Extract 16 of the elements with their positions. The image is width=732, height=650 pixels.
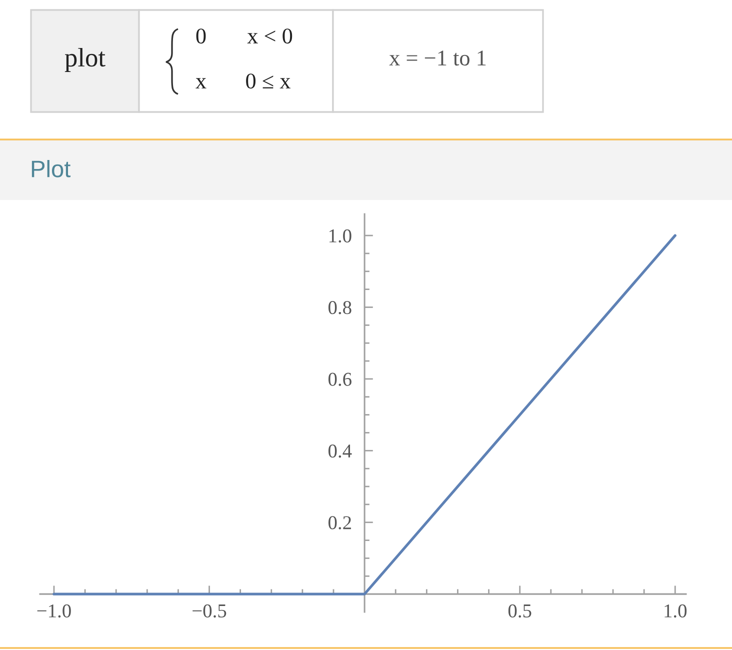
chart-title: Plot — [32, 160, 71, 178]
y-tick-label: 0.4 — [328, 444, 352, 458]
y-tick-label: 0.6 — [328, 372, 352, 386]
text: 0 ≤ x — [246, 74, 290, 89]
y-tick-label: 1.0 — [329, 229, 352, 243]
text: x — [196, 78, 206, 88]
text: x < 0 — [247, 28, 292, 44]
y-tick-label: 0.8 — [328, 301, 352, 314]
y-tick-label: 0.2 — [328, 516, 351, 530]
x-tick-label: 0.5 — [508, 604, 532, 618]
x-tick-label: 1.0 — [664, 604, 687, 618]
text: x = −1 to 1 — [389, 50, 486, 66]
text: 0 — [196, 28, 206, 44]
x-tick-label: −1.0 — [37, 604, 71, 618]
text: plot — [64, 48, 106, 72]
x-tick-label: −0.5 — [192, 604, 226, 618]
